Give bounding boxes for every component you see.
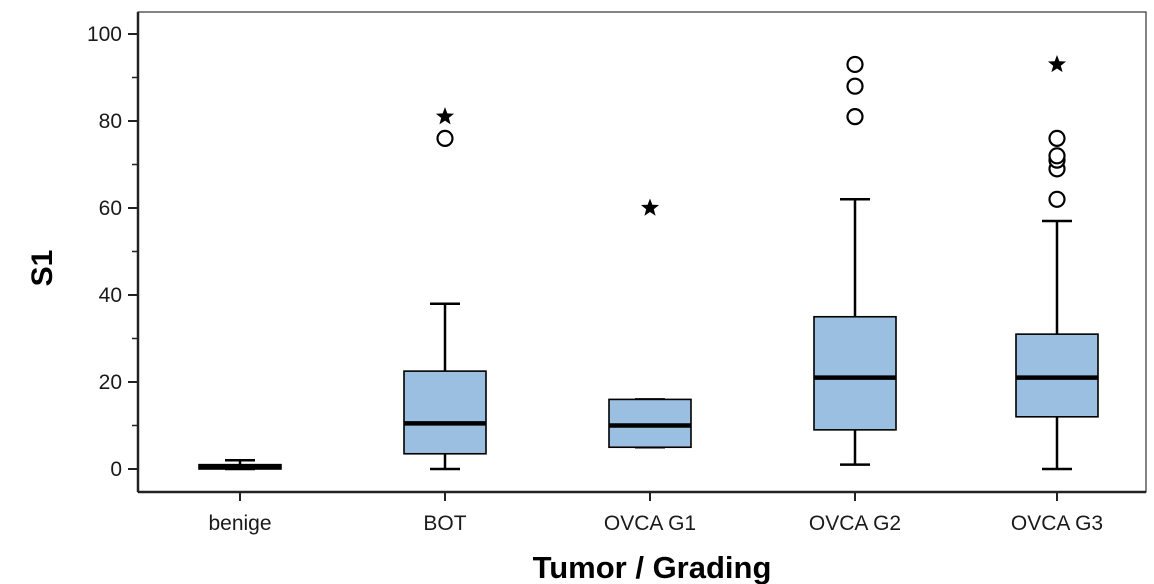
x-tick-label: OVCA G2 xyxy=(809,512,901,535)
y-tick-label: 40 xyxy=(99,284,122,307)
y-axis-title: S1 xyxy=(26,250,59,287)
extreme-point xyxy=(640,198,660,216)
box-bot xyxy=(403,107,487,471)
x-tick-label: BOT xyxy=(423,512,466,535)
outlier-point xyxy=(1048,190,1066,208)
outlier-point xyxy=(436,129,454,147)
iqr-box xyxy=(403,370,487,455)
axes: 0 20 40 60 80 100 benige BOT OVCA G1 OVCA G2 OVCA … xyxy=(87,11,1147,535)
y-tick-label: 60 xyxy=(99,197,122,220)
y-tick-label: 80 xyxy=(99,110,122,133)
iqr-box xyxy=(813,315,897,431)
x-tick-label: OVCA G1 xyxy=(604,512,696,535)
box-ovca-g3 xyxy=(1015,54,1099,471)
box-ovca-g1 xyxy=(608,198,692,449)
y-tick-label: 100 xyxy=(87,23,122,46)
y-tick-label: 20 xyxy=(99,371,122,394)
plot-area xyxy=(198,54,1099,471)
y-tick-label: 0 xyxy=(110,458,122,481)
outlier-point xyxy=(1048,129,1066,147)
extreme-point xyxy=(1047,54,1067,73)
outlier-point xyxy=(846,77,864,95)
x-tick-label: OVCA G3 xyxy=(1011,512,1103,535)
outlier-point xyxy=(1048,147,1066,165)
box-benige xyxy=(198,459,282,471)
extreme-point xyxy=(435,107,455,125)
outlier-point xyxy=(846,55,864,74)
box-ovca-g2 xyxy=(813,55,897,466)
x-axis-title: Tumor / Grading xyxy=(533,550,772,584)
outlier-point xyxy=(846,108,864,126)
x-tick-label: benige xyxy=(208,512,271,535)
